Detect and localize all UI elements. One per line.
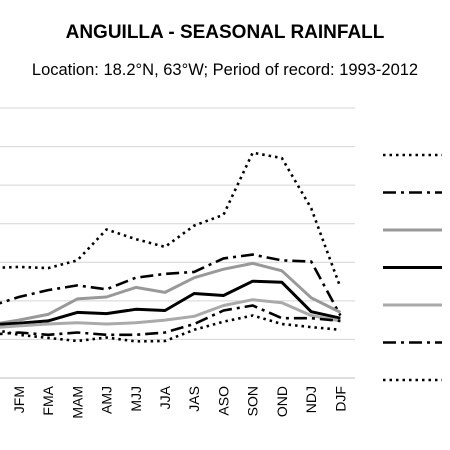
chart-subtitle: Location: 18.2°N, 63°W; Period of record…	[31, 61, 419, 79]
x-tick-label: MJJ	[128, 386, 144, 412]
x-tick-label: JAS	[186, 386, 202, 412]
x-tick-label: AMJ	[99, 386, 115, 414]
x-tick-label: JFM	[11, 386, 27, 413]
x-tick-label: MAM	[69, 386, 85, 419]
series-line-2	[0, 253, 342, 317]
x-tick-label: DJF	[332, 386, 348, 412]
chart-title: ANGUILLA - SEASONAL RAINFALL	[65, 22, 385, 43]
series-line-6	[0, 304, 341, 337]
x-tick-label: ASO	[215, 386, 231, 416]
x-tick-label: FMA	[40, 385, 56, 415]
series-line-4	[0, 279, 341, 326]
series-line-3	[0, 261, 342, 325]
x-tick-label: JJA	[157, 385, 173, 409]
x-tick-label: SON	[245, 386, 261, 416]
series-line-5	[0, 298, 341, 329]
x-tick-label: OND	[274, 386, 290, 417]
x-tick-label: NDJ	[303, 386, 319, 413]
series-line-1	[0, 151, 342, 288]
series-line-7	[0, 314, 341, 343]
